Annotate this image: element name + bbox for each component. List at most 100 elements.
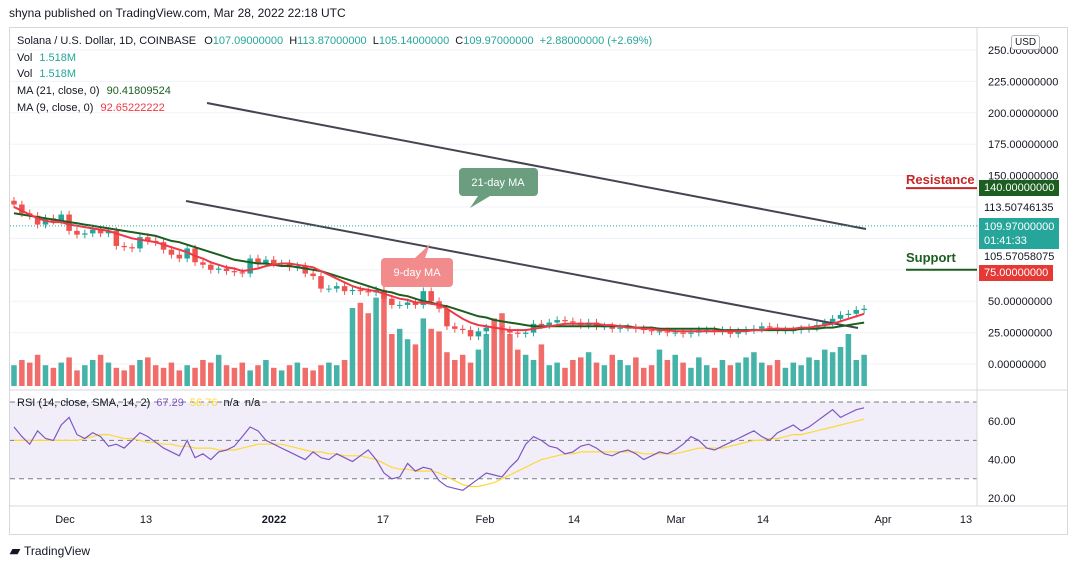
close-label: C	[455, 35, 464, 47]
candle-body	[735, 331, 741, 334]
candle-body	[672, 332, 678, 334]
candle-body	[19, 204, 25, 214]
volume-bar	[601, 365, 608, 386]
ma9-callout-pointer	[415, 244, 430, 258]
volume-bar	[200, 360, 206, 386]
candle-body	[428, 291, 434, 302]
candle-body	[215, 268, 222, 270]
volume-bar	[326, 362, 332, 386]
volume-bar	[499, 313, 505, 386]
volume-bar	[381, 295, 387, 386]
candle-body	[137, 237, 143, 249]
price-tick-label: 200.00000000	[988, 108, 1058, 120]
volume-bar	[168, 362, 175, 386]
volume-bar	[357, 302, 364, 386]
volume-bar	[74, 370, 80, 386]
time-tick-label: Apr	[874, 514, 891, 526]
volume-bar	[546, 365, 553, 386]
volume-bar	[507, 334, 513, 386]
volume-bar	[617, 360, 623, 386]
volume-bar	[585, 352, 592, 386]
volume-bar	[436, 331, 442, 386]
volume-bar	[412, 344, 419, 386]
volume-bar	[759, 362, 765, 386]
volume-bar	[318, 365, 324, 386]
support-label: Support	[906, 250, 956, 265]
candle-body	[396, 304, 403, 306]
price-tick-label: 0.00000000	[988, 359, 1046, 371]
candle-body	[845, 313, 852, 316]
candle-body	[176, 254, 183, 259]
volume-bar	[365, 313, 371, 386]
candle-body	[326, 288, 332, 290]
volume-bar	[609, 354, 615, 386]
volume-bar	[829, 352, 836, 386]
currency-button[interactable]: USD	[1011, 35, 1041, 50]
price-tick-label: 150.00000000	[988, 171, 1058, 183]
volume-bar	[42, 365, 49, 386]
volume-bar	[145, 357, 151, 386]
candle-body	[89, 229, 96, 234]
volume-bar	[656, 349, 663, 386]
candle-body	[231, 271, 238, 273]
symbol-legend: Solana / U.S. Dollar, 1D, COINBASE O107.…	[17, 35, 657, 47]
candle-body	[247, 258, 253, 274]
volume-bar	[774, 360, 781, 386]
volume-bar	[215, 354, 222, 386]
volume-bar	[703, 365, 710, 386]
rsi-value: 67.29	[156, 397, 184, 409]
candle-body	[160, 242, 167, 250]
candle-body	[444, 308, 450, 327]
ma9-callout: 9-day MA	[381, 244, 453, 287]
candle-body	[759, 326, 765, 329]
candle-body	[554, 320, 560, 323]
open-label: O	[204, 35, 213, 47]
volume-bar	[294, 362, 301, 386]
volume-bar	[34, 354, 41, 386]
candle-body	[389, 298, 395, 305]
volume-bar	[648, 365, 655, 386]
candle-body	[546, 322, 553, 326]
candle-body	[200, 262, 206, 265]
candle-body	[459, 328, 466, 331]
ma21-callout-pointer	[470, 196, 490, 208]
volume-bar	[19, 360, 25, 386]
rsi-label: RSI (14, close, SMA, 14, 2)	[17, 397, 151, 409]
candle-body	[318, 276, 324, 289]
candle-body	[404, 302, 411, 305]
candle-body	[475, 331, 482, 337]
volume-bar	[310, 370, 316, 386]
footer: ▰ TradingView	[10, 543, 90, 559]
high-value: 113.87000000	[297, 35, 367, 47]
volume-bar	[475, 349, 482, 386]
volume-bar	[483, 334, 490, 386]
volume-bar	[664, 360, 671, 386]
candle-body	[184, 248, 190, 259]
rsi-tick-label: 20.00	[988, 493, 1016, 505]
candle-body	[664, 331, 671, 333]
volume-bar	[223, 365, 230, 386]
candle-body	[507, 330, 513, 333]
volume-bar	[554, 362, 560, 386]
rsi-tick-label: 40.00	[988, 455, 1016, 467]
volume-bar	[782, 367, 789, 386]
moving-averages	[13, 206, 865, 333]
volume-bar	[625, 365, 631, 386]
volume-bar	[452, 360, 458, 386]
candle-body	[829, 318, 836, 323]
publisher-line: shyna published on TradingView.com, Mar …	[9, 6, 346, 20]
volume-bar	[515, 349, 521, 386]
volume-bar	[633, 357, 639, 386]
volume-bars	[11, 295, 867, 386]
price-tick-label: 50.00000000	[988, 296, 1052, 308]
volume-bar	[735, 362, 741, 386]
candle-body	[302, 266, 309, 274]
volume-bar	[271, 367, 277, 386]
volume-bar	[577, 357, 584, 386]
volume-bar	[522, 354, 529, 386]
resistance-label: Resistance	[906, 172, 975, 187]
channel-upper-line	[206, 102, 867, 230]
candle-body	[853, 309, 860, 314]
ma21-callout-label: 21-day MA	[471, 177, 525, 189]
